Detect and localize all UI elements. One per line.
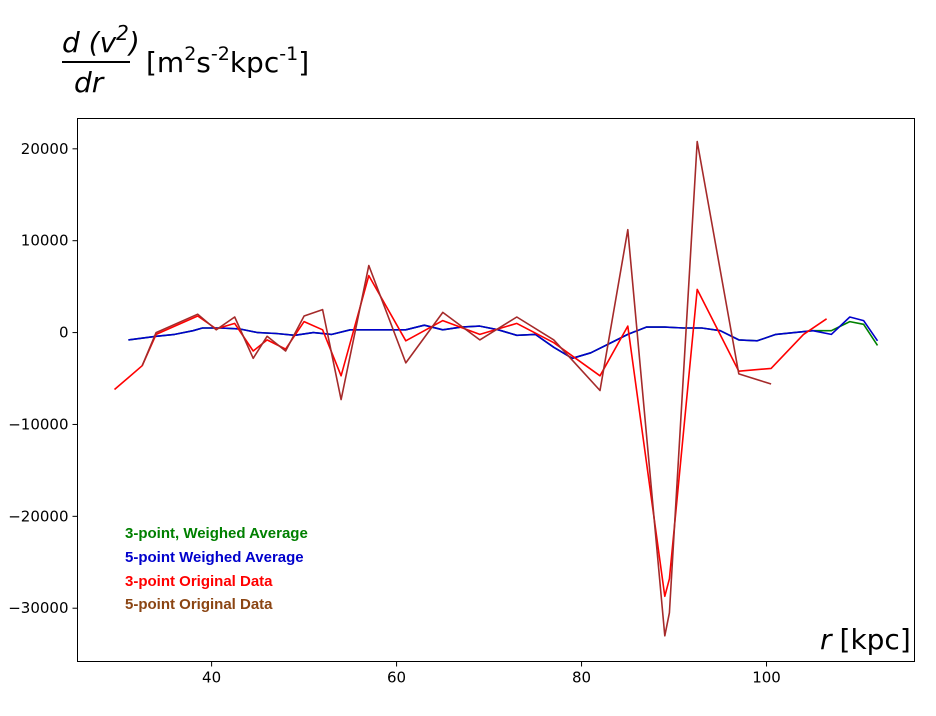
x-tick-label: 40: [202, 669, 221, 687]
series-lines: [113, 140, 879, 637]
ylabel-denominator: dr: [74, 66, 105, 99]
y-tick-label: −30000: [8, 599, 68, 617]
ylabel-numerator: d (v2): [62, 21, 140, 59]
y-tick-label: 20000: [21, 140, 69, 158]
legend: 3-point, Weighed Average 5-point Weighed…: [125, 525, 308, 613]
y-axis-label: d (v2) dr [m2s-2kpc-1]: [62, 21, 309, 99]
plot-frame: [77, 118, 915, 662]
legend-item-5pt-orig: 5-point Original Data: [125, 596, 273, 613]
axis-ticks: 40 60 80 100 20000 10000 0 −10000 −20000 −30000: [8, 140, 781, 687]
x-tick-label: 60: [387, 669, 406, 687]
x-tick-label: 80: [572, 669, 591, 687]
x-axis-label: r [kpc]: [820, 623, 911, 656]
legend-item-3pt-orig: 3-point Original Data: [125, 573, 273, 590]
y-tick-label: −20000: [8, 507, 68, 525]
y-tick-label: −10000: [8, 415, 68, 433]
y-tick-label: 0: [59, 324, 69, 342]
legend-item-3pt-avg: 3-point, Weighed Average: [125, 525, 308, 542]
ylabel-unit: [m2s-2kpc-1]: [146, 43, 309, 79]
series-5pt-weighed-average: [128, 316, 879, 360]
series-5pt-original: [141, 140, 772, 637]
x-tick-label: 100: [752, 669, 781, 687]
legend-item-5pt-avg: 5-point Weighed Average: [125, 549, 304, 566]
series-3pt-original: [113, 274, 828, 598]
y-tick-label: 10000: [21, 232, 69, 250]
